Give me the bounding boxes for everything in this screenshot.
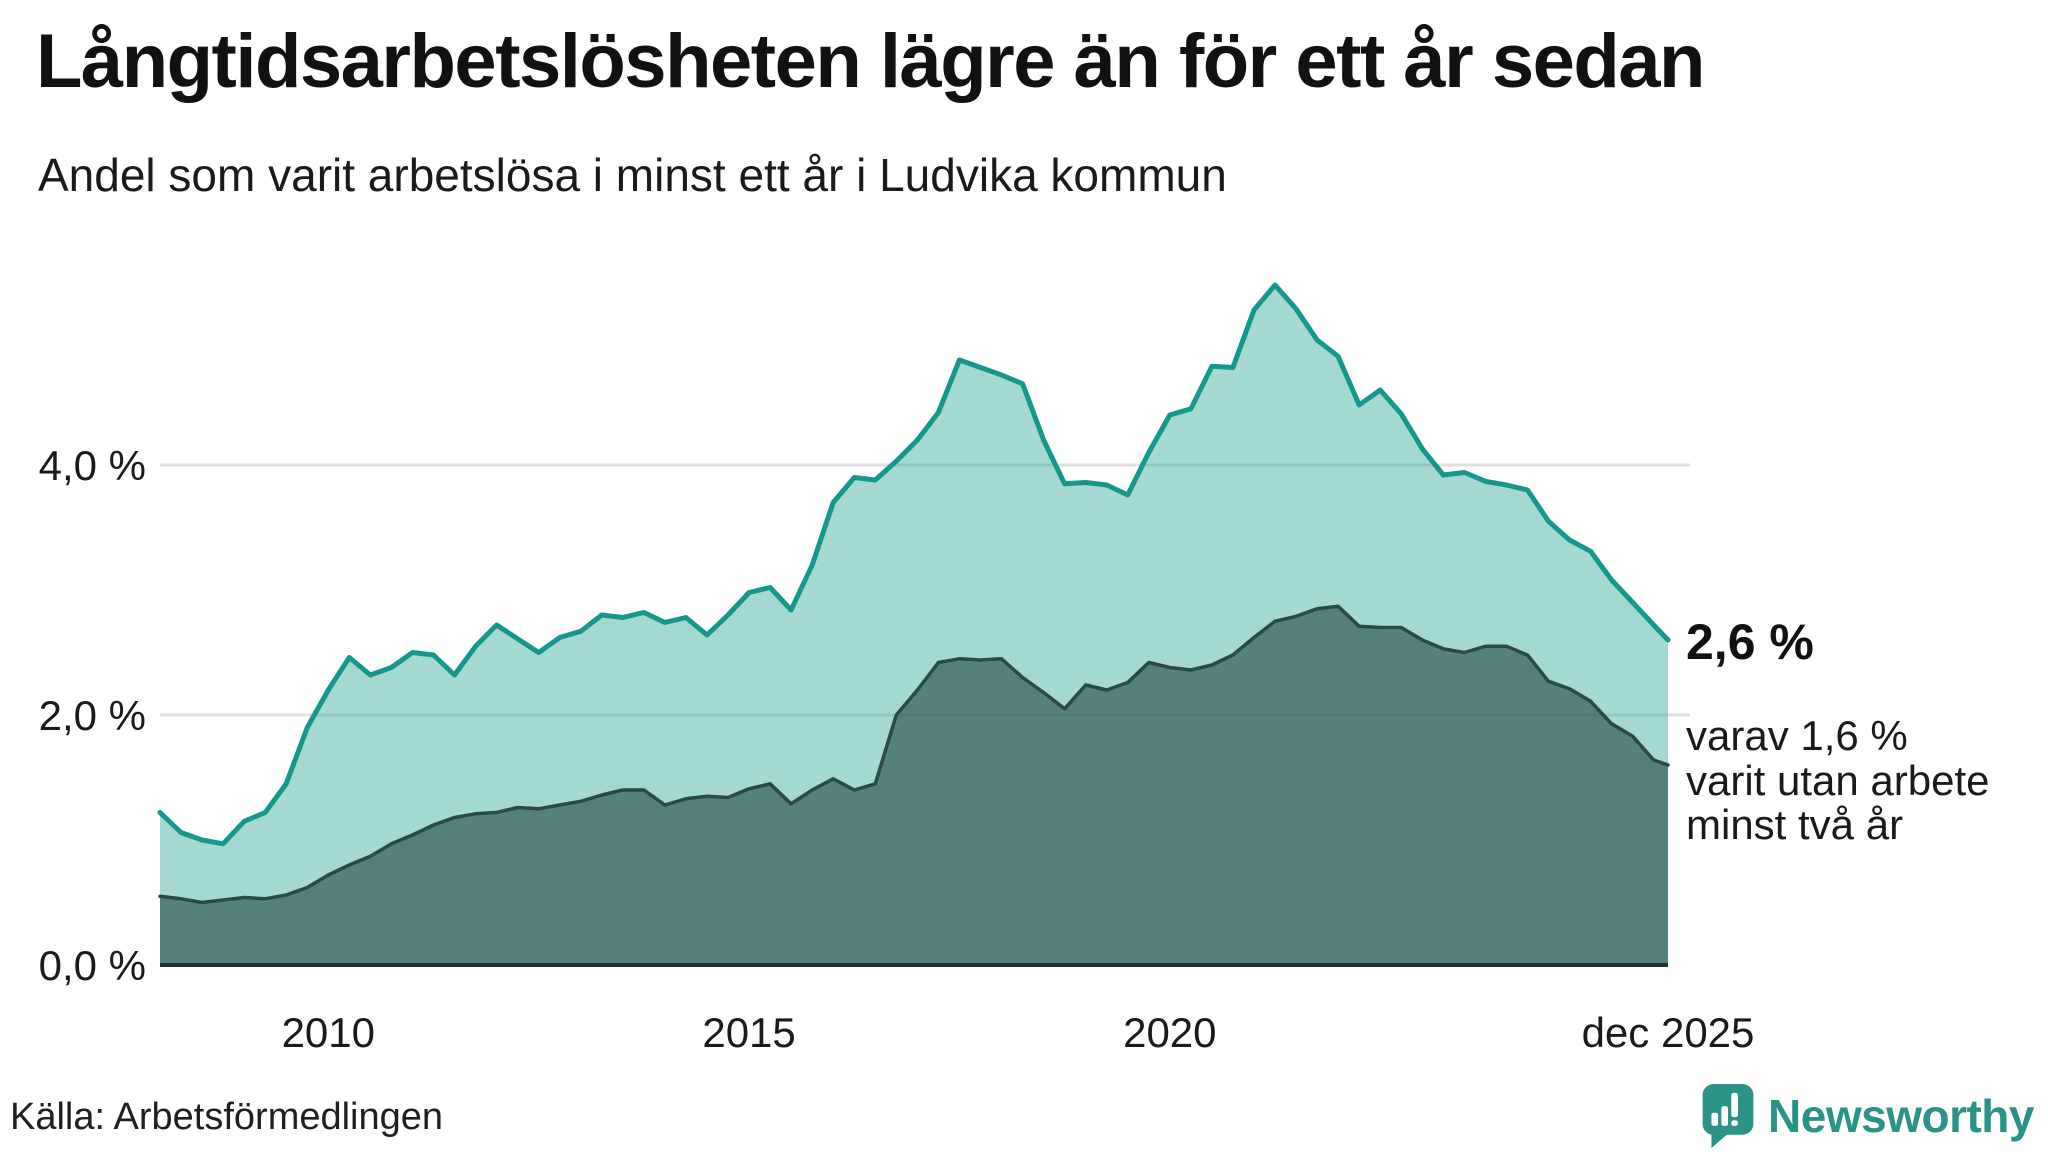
source-credit: Källa: Arbetsförmedlingen [10, 1096, 444, 1138]
newsworthy-logo-text: Newsworthy [1768, 1090, 2034, 1142]
x-axis-labels: 2010 2015 2020 dec 2025 [282, 1009, 1755, 1056]
newsworthy-logo: Newsworthy [1702, 1084, 2034, 1148]
newsworthy-logo-icon [1702, 1084, 1754, 1148]
end-note-label: varav 1,6 % varit utan arbete minst två … [1686, 712, 1990, 849]
x-tick-label: 2010 [282, 1009, 375, 1056]
end-value-label: 2,6 % [1686, 614, 1814, 670]
y-axis-labels: 4,0 % 2,0 % 0,0 % [39, 442, 146, 989]
end-note-line: minst två år [1686, 801, 1904, 849]
x-tick-label: 2020 [1123, 1009, 1216, 1056]
line-unemployed-two-years [158, 604, 1670, 905]
x-tick-label: dec 2025 [1582, 1009, 1755, 1056]
logo-bars [1711, 1092, 1738, 1126]
end-note-line: varit utan arbete [1686, 756, 1990, 804]
y-tick-label: 2,0 % [39, 692, 146, 739]
y-tick-label: 4,0 % [39, 442, 146, 489]
page-title: Långtidsarbetslösheten lägre än för ett … [36, 19, 1705, 104]
line-unemployed-one-year [157, 282, 1671, 847]
page-subtitle: Andel som varit arbetslösa i minst ett å… [38, 149, 1227, 201]
end-note-line: varav 1,6 % [1686, 712, 1908, 759]
y-tick-label: 0,0 % [39, 942, 146, 989]
x-tick-label: 2015 [702, 1009, 795, 1056]
area-unemployed-two-years [160, 606, 1668, 965]
